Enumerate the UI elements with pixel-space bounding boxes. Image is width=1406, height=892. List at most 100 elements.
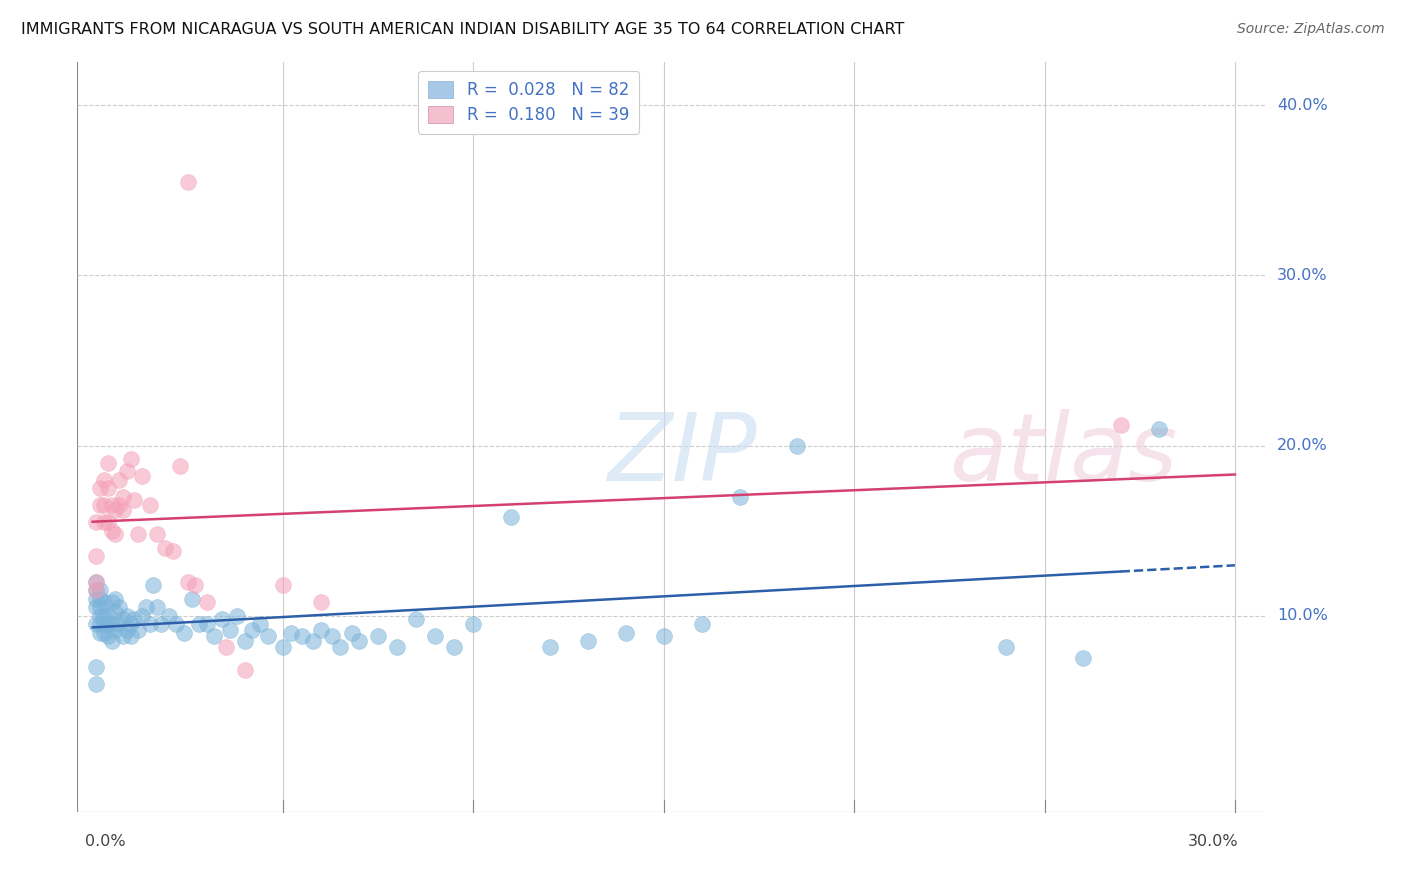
Point — [131, 469, 153, 483]
Point — [120, 617, 142, 632]
Point — [97, 456, 120, 470]
Point — [538, 640, 561, 654]
Legend: R =  0.028   N = 82, R =  0.180   N = 39: R = 0.028 N = 82, R = 0.180 N = 39 — [419, 70, 640, 134]
Point — [89, 617, 111, 632]
Text: 0.0%: 0.0% — [84, 834, 125, 849]
Point — [93, 515, 115, 529]
Point — [100, 595, 122, 609]
Point — [995, 640, 1018, 654]
Point — [115, 608, 138, 623]
Point — [115, 464, 138, 478]
Point — [211, 612, 233, 626]
Point — [329, 640, 352, 654]
Point — [162, 544, 184, 558]
Point — [100, 617, 122, 632]
Point — [150, 617, 173, 632]
Point — [93, 626, 115, 640]
Point — [249, 617, 271, 632]
Point — [786, 439, 808, 453]
Point — [93, 473, 115, 487]
Point — [89, 498, 111, 512]
Point — [165, 617, 187, 632]
Point — [131, 608, 153, 623]
Point — [153, 541, 176, 555]
Point — [124, 612, 146, 626]
Point — [385, 640, 409, 654]
Point — [89, 583, 111, 598]
Point — [256, 629, 278, 643]
Point — [97, 629, 120, 643]
Point — [405, 612, 427, 626]
Point — [97, 515, 120, 529]
Point — [157, 608, 180, 623]
Point — [291, 629, 314, 643]
Point — [177, 574, 200, 589]
Point — [100, 634, 122, 648]
Point — [97, 617, 120, 632]
Point — [104, 527, 127, 541]
Point — [1147, 421, 1170, 435]
Point — [177, 175, 200, 189]
Point — [1071, 651, 1094, 665]
Text: ZIP: ZIP — [606, 409, 756, 500]
Point — [93, 608, 115, 623]
Point — [89, 626, 111, 640]
Point — [93, 595, 115, 609]
Point — [112, 612, 135, 626]
Point — [142, 578, 165, 592]
Point — [120, 629, 142, 643]
Point — [127, 527, 149, 541]
Point — [169, 458, 191, 473]
Point — [112, 503, 135, 517]
Point — [425, 629, 447, 643]
Point — [86, 515, 108, 529]
Point — [86, 600, 108, 615]
Point — [242, 623, 264, 637]
Point — [138, 617, 160, 632]
Point — [112, 629, 135, 643]
Point — [115, 623, 138, 637]
Point — [86, 660, 108, 674]
Point — [86, 583, 108, 598]
Point — [652, 629, 675, 643]
Text: 20.0%: 20.0% — [1277, 438, 1327, 453]
Point — [100, 524, 122, 538]
Point — [218, 623, 240, 637]
Point — [184, 578, 207, 592]
Point — [309, 595, 332, 609]
Point — [271, 578, 294, 592]
Point — [127, 623, 149, 637]
Point — [124, 493, 146, 508]
Point — [173, 626, 195, 640]
Point — [226, 608, 249, 623]
Point — [188, 617, 211, 632]
Point — [302, 634, 325, 648]
Point — [86, 591, 108, 606]
Point — [93, 498, 115, 512]
Point — [728, 490, 751, 504]
Point — [89, 591, 111, 606]
Point — [104, 606, 127, 620]
Text: 40.0%: 40.0% — [1277, 97, 1327, 112]
Point — [180, 591, 202, 606]
Point — [309, 623, 332, 637]
Point — [100, 498, 122, 512]
Point — [104, 591, 127, 606]
Point — [576, 634, 599, 648]
Point — [89, 481, 111, 495]
Point — [108, 600, 131, 615]
Point — [1109, 418, 1132, 433]
Point — [108, 617, 131, 632]
Point — [690, 617, 713, 632]
Point — [204, 629, 226, 643]
Point — [138, 498, 160, 512]
Point — [97, 481, 120, 495]
Point — [97, 608, 120, 623]
Point — [86, 583, 108, 598]
Point — [195, 617, 218, 632]
Point — [86, 574, 108, 589]
Point — [443, 640, 465, 654]
Point — [89, 600, 111, 615]
Point — [463, 617, 485, 632]
Point — [271, 640, 294, 654]
